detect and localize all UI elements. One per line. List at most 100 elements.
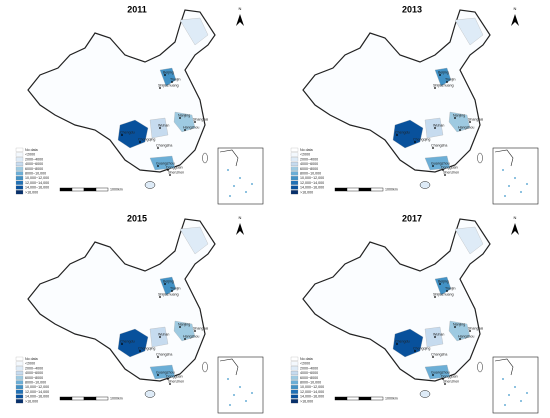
city-label: Shenzhen — [443, 379, 459, 383]
city-dot — [434, 127, 436, 129]
region — [454, 17, 484, 46]
inset-island — [526, 183, 528, 185]
legend-swatch — [15, 375, 24, 380]
legend-swatch — [15, 371, 24, 376]
city-label: Changsha — [431, 352, 447, 356]
legend-swatch — [15, 380, 24, 385]
city-dot — [432, 374, 434, 376]
region — [448, 320, 471, 342]
city-dot — [184, 338, 186, 340]
region — [173, 320, 196, 342]
north-arrow — [511, 223, 519, 235]
city-label: Nanjing — [178, 322, 190, 326]
city-dot — [167, 169, 169, 171]
north-arrow — [236, 223, 244, 235]
legend-label: 10,000~12,000 — [25, 385, 49, 389]
city-label: Shanghai — [468, 326, 483, 330]
scale-label: 1000km — [385, 187, 398, 191]
scale-segment — [370, 187, 384, 192]
scale-label: 1000km — [110, 396, 123, 400]
city-dot — [469, 330, 471, 332]
legend-label: 2000~4000 — [25, 366, 43, 370]
city-label: Hangzhou — [458, 125, 474, 129]
city-dot — [439, 74, 441, 76]
legend-label: 6000~8000 — [300, 376, 318, 380]
legend-label: 14,000~16,000 — [25, 186, 49, 190]
north-arrow — [511, 14, 519, 26]
hainan — [419, 390, 431, 398]
region — [117, 328, 149, 358]
legend-label: 8000~10,000 — [300, 380, 321, 384]
legend-label: 8000~10,000 — [25, 380, 46, 384]
scale-segment — [83, 187, 97, 192]
inset-island — [239, 386, 241, 388]
city-label: Nanjing — [178, 113, 190, 117]
inset-island — [502, 378, 504, 380]
city-dot — [157, 374, 159, 376]
north-label: N — [514, 215, 517, 220]
region — [424, 364, 451, 380]
region — [117, 119, 149, 149]
legend-label: No data — [300, 148, 313, 152]
city-label: Tianjin — [445, 286, 455, 290]
city-label: Chengdu — [120, 130, 135, 134]
city-dot — [139, 141, 141, 143]
map-panel: 2015 Beijing Tianjin Shijiazhuang NanjingSha… — [15, 213, 264, 414]
inset-island — [508, 394, 510, 396]
region — [392, 119, 424, 149]
city-dot — [434, 296, 436, 298]
city-label: Guangzhou — [156, 370, 175, 374]
inset-island — [227, 169, 229, 171]
city-dot — [442, 378, 444, 380]
city-dot — [157, 147, 159, 149]
city-label: Dongguan — [166, 374, 183, 378]
city-dot — [194, 330, 196, 332]
legend-label: 2000~4000 — [300, 366, 318, 370]
city-label: Shijiazhuang — [433, 292, 454, 296]
city-label: Beijing — [438, 70, 449, 74]
inset-frame — [492, 356, 539, 414]
legend-label: 12,000~14,000 — [25, 390, 49, 394]
legend-label: 10,000~12,000 — [300, 385, 324, 389]
city-dot — [469, 121, 471, 123]
city-dot — [179, 117, 181, 119]
city-dot — [442, 169, 444, 171]
city-label: Chengdu — [120, 339, 135, 343]
city-dot — [414, 141, 416, 143]
region — [424, 155, 451, 171]
city-dot — [184, 129, 186, 131]
city-label: Nanjing — [453, 113, 465, 117]
region — [179, 17, 209, 46]
city-dot — [444, 383, 446, 385]
panel-title: 2013 — [402, 4, 422, 14]
legend-swatch — [290, 185, 299, 190]
legend-swatch — [15, 171, 24, 176]
city-label: Chengdu — [395, 339, 410, 343]
inset-island — [514, 386, 516, 388]
city-label: Hangzhou — [458, 334, 474, 338]
scale-segment — [71, 187, 85, 192]
city-label: Tianjin — [170, 77, 180, 81]
legend-swatch — [15, 185, 24, 190]
legend-swatch — [290, 380, 299, 385]
hainan — [144, 390, 156, 398]
city-label: Shenzhen — [168, 379, 184, 383]
country-outline — [302, 9, 491, 173]
city-dot — [164, 283, 166, 285]
north-label: N — [514, 6, 517, 11]
inset-island — [227, 378, 229, 380]
city-label: Shijiazhuang — [433, 83, 454, 87]
city-dot — [157, 165, 159, 167]
taiwan — [202, 361, 208, 373]
region — [424, 326, 444, 348]
city-label: Dongguan — [441, 165, 458, 169]
legend-swatch — [15, 389, 24, 394]
inset-island — [508, 185, 510, 187]
legend-label: >16,000 — [300, 190, 313, 194]
region — [448, 111, 471, 133]
legend-label: 8000~10,000 — [300, 171, 321, 175]
city-label: Wuhan — [433, 332, 444, 336]
legend-swatch — [290, 180, 299, 185]
city-label: Changsha — [431, 143, 447, 147]
legend-label: <2000 — [300, 153, 310, 157]
